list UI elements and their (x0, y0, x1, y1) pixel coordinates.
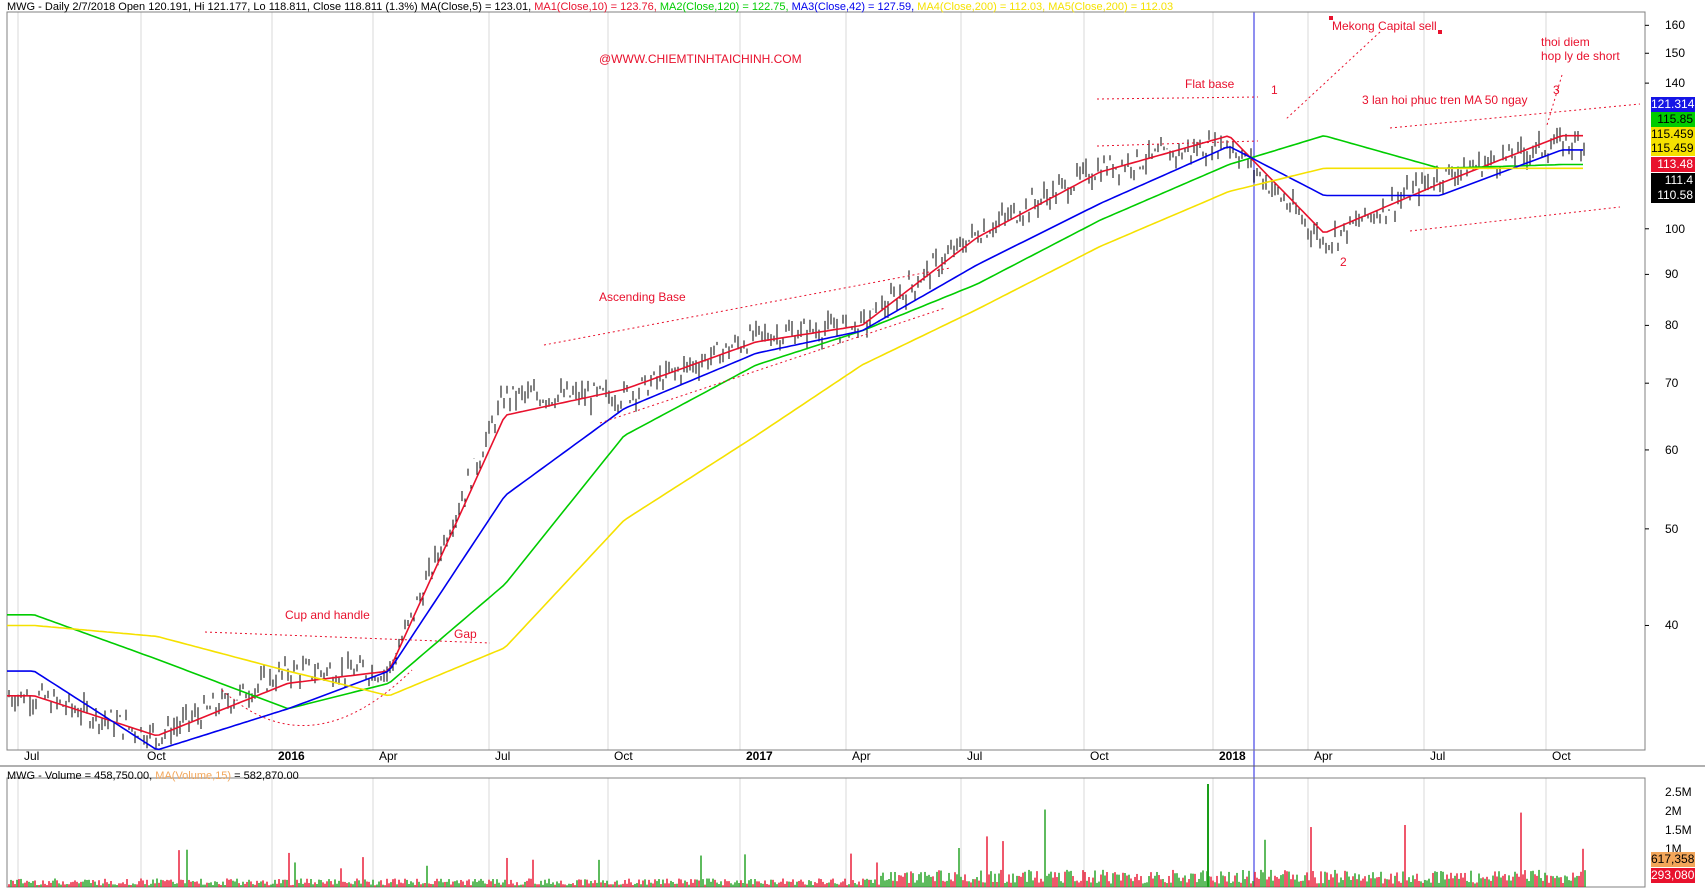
volume-bars (8, 784, 1586, 887)
annotation-thoi-diem: thoi diem (1541, 35, 1590, 49)
ma-line-3 (7, 146, 1583, 751)
legend-part-2: = 582,870.00 (231, 770, 299, 782)
annotation-short-time: hop ly de short (1541, 49, 1620, 63)
trend-line (1389, 103, 1641, 129)
price-panel-frame (6, 11, 1646, 751)
legend-part-2: MA2(Close,120) = 122.75, (659, 1, 792, 13)
price-tick-label: 90 (1665, 267, 1679, 282)
price-tick-label: 150 (1665, 46, 1686, 61)
annotation-mekong: Mekong Capital sell (1332, 19, 1437, 33)
legend-part-1: MA(Volume,15) (155, 770, 232, 782)
ma-line-4 (7, 167, 1583, 697)
x-axis-label: Apr (1314, 749, 1333, 763)
legend-part-0: MWG - Volume = 458,750.00, (7, 770, 156, 782)
volume-panel-frame (6, 777, 1646, 888)
x-axis-label: Apr (379, 749, 398, 763)
annotation-flat-base: Flat base (1185, 77, 1235, 91)
trend-line (1409, 206, 1621, 232)
x-axis-label: 2018 (1219, 749, 1246, 763)
price-badge: 115.459 (1651, 141, 1695, 156)
volume-tick-label: 2M (1665, 803, 1682, 818)
trend-line (599, 307, 946, 424)
x-axis-label: Jul (967, 749, 983, 763)
price-tick-label: 50 (1665, 521, 1679, 536)
trend-line (1096, 140, 1259, 147)
cup-curve (221, 669, 413, 727)
price-legend: MWG - Daily 2/7/2018 Open 120.191, Hi 12… (7, 1, 1173, 13)
price-tick-label: 60 (1665, 442, 1679, 457)
price-badge: 113.48 (1651, 157, 1695, 172)
annotation-ascending-base: Ascending Base (599, 290, 686, 304)
marker-square (1438, 30, 1442, 34)
price-badge: 115.85 (1651, 112, 1695, 127)
annotation-gap: Gap (454, 627, 477, 641)
price-tick-label: 70 (1665, 376, 1679, 391)
mekong-arrow-line (1284, 31, 1381, 121)
legend-part-4: MA4(Close,200) = 112.03, (917, 1, 1049, 13)
annotation-label-2: 2 (1340, 255, 1347, 269)
x-axis-label: Jul (495, 749, 511, 763)
x-axis-label: Jul (1430, 749, 1446, 763)
price-badge: 115.459 (1651, 127, 1695, 142)
x-axis-label: 2017 (746, 749, 773, 763)
legend-part-5: MA5(Close,200) = 112.03 (1048, 1, 1174, 13)
annotation-label-3: 3 (1553, 83, 1560, 97)
legend-part-3: MA3(Close,42) = 127.59, (791, 1, 918, 13)
volume-tick-label: 1.5M (1665, 822, 1692, 837)
x-axis-label: Apr (852, 749, 871, 763)
price-tick-label: 80 (1665, 318, 1679, 333)
volume-tick-label: 2.5M (1665, 784, 1692, 799)
x-axis-label: 2016 (278, 749, 305, 763)
price-badge: 121.314 (1651, 97, 1695, 112)
watermark-text: @WWW.CHIEMTINHTAICHINH.COM (599, 52, 802, 66)
price-badge: 110.58 (1651, 188, 1695, 203)
annotation-marks (204, 16, 1641, 727)
volume-badge: 617,358 (1651, 852, 1695, 867)
annotation-three-times: 3 lan hoi phuc tren MA 50 ngay (1362, 93, 1528, 107)
price-tick-label: 140 (1665, 76, 1686, 91)
volume-legend: MWG - Volume = 458,750.00, MA(Volume,15)… (7, 770, 299, 782)
x-axis-label: Oct (1090, 749, 1109, 763)
price-tick-label: 40 (1665, 618, 1679, 633)
grid-lines (17, 12, 1547, 887)
price-badge: 111.4 (1651, 173, 1695, 188)
price-tick-label: 100 (1665, 221, 1686, 236)
price-bars (8, 127, 1585, 749)
x-axis-label: Jul (24, 749, 40, 763)
ma-line-1 (7, 134, 1583, 737)
trend-line (543, 267, 951, 346)
trend-line (1096, 96, 1259, 100)
ma-line-2 (7, 135, 1583, 710)
short-arrow-line (1546, 74, 1563, 126)
annotation-cup-handle: Cup and handle (285, 608, 370, 622)
chart-frame (0, 11, 1705, 888)
legend-part-0: MWG - Daily 2/7/2018 Open 120.191, Hi 12… (7, 1, 535, 13)
price-tick-label: 160 (1665, 18, 1686, 33)
marker-square (1329, 16, 1333, 20)
annotation-label-1: 1 (1271, 83, 1278, 97)
x-axis-label: Oct (147, 749, 166, 763)
volume-badge: 293,080 (1651, 868, 1695, 883)
moving-average-lines (7, 134, 1583, 751)
legend-part-1: MA1(Close,10) = 123.76, (534, 1, 660, 13)
x-axis-label: Oct (1552, 749, 1571, 763)
x-axis-label: Oct (614, 749, 633, 763)
